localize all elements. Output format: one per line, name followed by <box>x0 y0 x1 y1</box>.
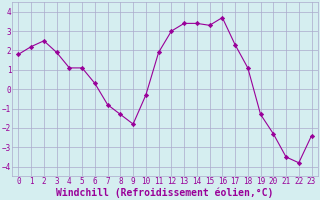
X-axis label: Windchill (Refroidissement éolien,°C): Windchill (Refroidissement éolien,°C) <box>56 187 274 198</box>
